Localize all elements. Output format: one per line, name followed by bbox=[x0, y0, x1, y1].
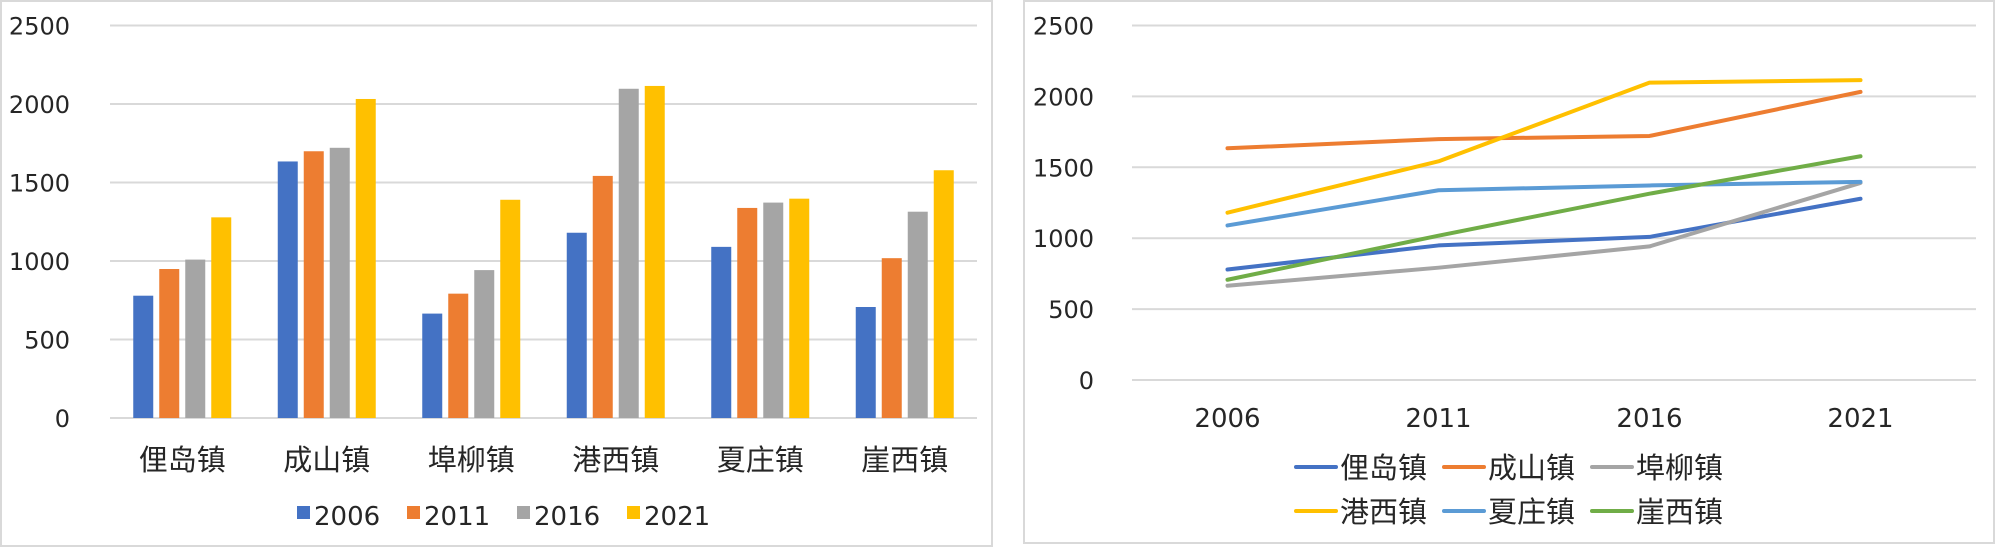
bar bbox=[618, 88, 639, 419]
legend-label: 俚岛镇 bbox=[1340, 451, 1427, 485]
legend-label: 2021 bbox=[644, 502, 710, 532]
x-tick-label: 2021 bbox=[1827, 404, 1893, 434]
series-line bbox=[1225, 89, 1863, 151]
legend-label: 2006 bbox=[314, 502, 380, 532]
bar bbox=[448, 293, 469, 418]
x-tick-label: 2011 bbox=[1405, 404, 1471, 434]
bar bbox=[644, 85, 665, 418]
line-chart-frame bbox=[1023, 0, 1995, 544]
bar bbox=[711, 246, 732, 418]
bar bbox=[422, 313, 443, 418]
series-line bbox=[1225, 154, 1863, 282]
bar bbox=[277, 161, 298, 418]
y-tick-label: 2500 bbox=[9, 13, 70, 41]
bar bbox=[303, 151, 324, 418]
bar bbox=[855, 307, 876, 418]
series-line bbox=[1225, 179, 1863, 228]
bar bbox=[881, 258, 902, 418]
bar bbox=[185, 259, 206, 418]
legend-label: 港西镇 bbox=[1340, 495, 1427, 529]
bar bbox=[474, 270, 495, 418]
x-category-label: 成山镇 bbox=[283, 443, 370, 477]
bar bbox=[737, 207, 758, 418]
bar bbox=[933, 170, 954, 418]
bar bbox=[159, 269, 180, 418]
x-category-label: 港西镇 bbox=[572, 443, 659, 477]
bar bbox=[789, 198, 810, 418]
x-category-label: 埠柳镇 bbox=[428, 443, 515, 477]
legend-swatch bbox=[407, 506, 420, 519]
bar-chart: 0 500 1000 1500 2000 2500 俚岛镇 成山镇 埠柳镇 港西镇 夏庄镇 崖西镇 20… bbox=[9, 13, 977, 532]
legend-swatch bbox=[517, 506, 530, 519]
legend-swatch bbox=[627, 506, 640, 519]
bar bbox=[500, 199, 521, 418]
y-tick-label: 0 bbox=[1079, 367, 1094, 395]
bar bbox=[355, 98, 376, 418]
x-tick-label: 2016 bbox=[1616, 404, 1682, 434]
legend-label: 2011 bbox=[424, 502, 490, 532]
series-line bbox=[1225, 78, 1863, 215]
legend-swatch bbox=[297, 506, 310, 519]
bar bbox=[907, 211, 928, 418]
y-tick-label: 2000 bbox=[9, 91, 70, 119]
bar bbox=[592, 175, 613, 418]
y-tick-label: 2500 bbox=[1033, 13, 1094, 41]
bar bbox=[133, 295, 154, 418]
y-tick-label: 500 bbox=[24, 327, 70, 355]
bar bbox=[329, 147, 350, 419]
y-tick-label: 0 bbox=[55, 405, 70, 433]
x-category-label: 俚岛镇 bbox=[139, 443, 226, 477]
bar bbox=[763, 202, 784, 418]
y-tick-label: 500 bbox=[1048, 296, 1094, 324]
x-category-label: 夏庄镇 bbox=[717, 443, 804, 477]
y-tick-label: 1000 bbox=[9, 248, 70, 276]
legend-label: 埠柳镇 bbox=[1636, 451, 1723, 485]
bar bbox=[211, 217, 232, 418]
legend-label: 夏庄镇 bbox=[1488, 495, 1575, 529]
y-tick-label: 1500 bbox=[9, 170, 70, 198]
bar bbox=[566, 232, 587, 418]
series-line bbox=[1225, 180, 1863, 288]
y-tick-label: 2000 bbox=[1033, 83, 1094, 111]
x-category-label: 崖西镇 bbox=[861, 443, 948, 477]
y-tick-label: 1000 bbox=[1033, 225, 1094, 253]
line-chart: 0 500 1000 1500 2000 2500 2006 2011 2016 2021 俚岛镇 成… bbox=[1033, 13, 1976, 529]
legend-label: 2016 bbox=[534, 502, 600, 532]
y-tick-label: 1500 bbox=[1033, 154, 1094, 182]
x-tick-label: 2006 bbox=[1194, 404, 1260, 434]
legend-label: 成山镇 bbox=[1488, 451, 1575, 485]
legend-label: 崖西镇 bbox=[1636, 495, 1723, 529]
